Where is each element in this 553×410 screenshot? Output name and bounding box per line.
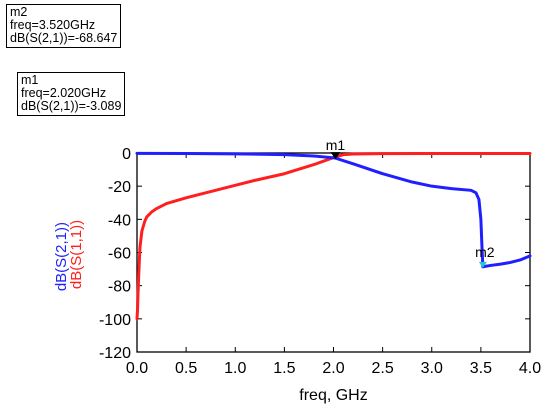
y-tick-label: -20 (108, 179, 131, 196)
series-line-db-s-1-1 (135, 152, 532, 321)
y-tick-label: 0 (122, 146, 131, 163)
y-tick-label: -100 (99, 312, 131, 329)
annotations-layer: m1 m2 (326, 137, 495, 268)
marker-value: dB(S(2,1))=-68.647 (10, 31, 118, 45)
x-tick-label: 3.0 (421, 360, 443, 377)
x-tick-label: 1.5 (273, 360, 295, 377)
x-tick-label: 3.5 (470, 360, 492, 377)
marker-m1-triangle (330, 152, 341, 160)
marker-readout-m1: m1 freq=2.020GHz dB(S(2,1))=-3.089 (17, 72, 126, 116)
y-axis-label: dB(S(2,1)) dB(S(1,1)) (53, 218, 85, 291)
x-tick-label: 4.0 (519, 360, 541, 377)
x-tick-label: 2.0 (322, 360, 344, 377)
marker-name: m2 (10, 5, 28, 19)
x-tick-label: 1.0 (224, 360, 246, 377)
marker-value: dB(S(2,1))=-3.089 (21, 99, 122, 113)
y-tick-label: -60 (108, 246, 131, 263)
marker-m2-label: m2 (475, 244, 495, 260)
x-axis-label: freq, GHz (299, 387, 367, 404)
y-axis-label-s21: dB(S(2,1)) (53, 222, 70, 291)
series-layer (135, 151, 532, 321)
x-tick-label: 0.5 (175, 360, 197, 377)
marker-m2-triangle (478, 261, 487, 268)
y-tick-label: -80 (108, 279, 131, 296)
y-tick-label: -40 (108, 212, 131, 229)
marker-m1-label: m1 (326, 137, 346, 153)
plot-frame (136, 152, 531, 353)
y-tick-label: -120 (99, 345, 131, 362)
x-tick-label: 2.5 (372, 360, 394, 377)
marker-readout-m2: m2 freq=3.520GHz dB(S(2,1))=-68.647 (6, 4, 122, 48)
x-tick-label: 0.0 (126, 360, 148, 377)
marker-name: m1 (21, 73, 39, 87)
series-line-db-s-2-1 (135, 151, 532, 269)
marker-freq: freq=3.520GHz (10, 18, 96, 32)
y-axis-label-s11: dB(S(1,1)) (68, 220, 85, 289)
axes: 0.0 0.5 1.0 1.5 2.0 2.5 3.0 3.5 4.0 0 -20 -40 -60 -80… (99, 146, 541, 377)
marker-freq: freq=2.020GHz (21, 86, 107, 100)
